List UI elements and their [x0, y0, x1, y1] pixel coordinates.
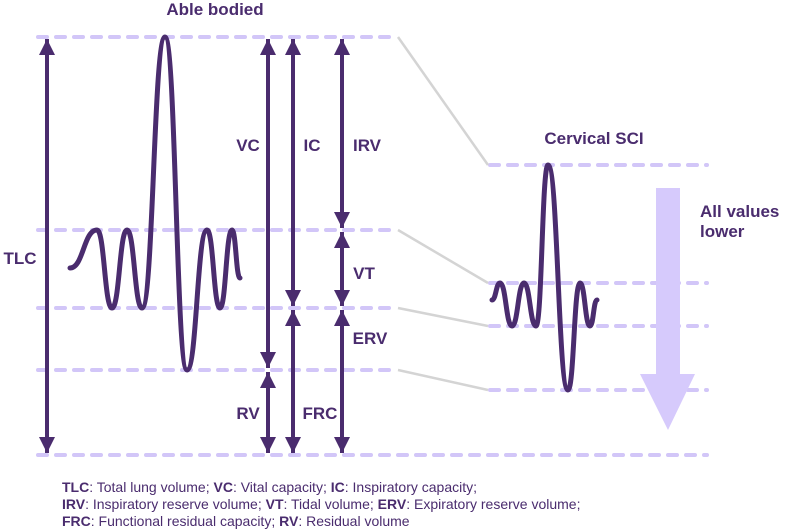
label-tlc: TLC — [3, 249, 36, 268]
legend-abbr: RV — [279, 513, 299, 529]
legend-definition: : Functional residual capacity; — [90, 513, 280, 529]
legend-definition: : Inspiratory reserve volume; — [85, 496, 266, 512]
label-vc: VC — [236, 136, 260, 155]
level-lines — [36, 35, 709, 457]
legend-abbr: VT — [265, 496, 284, 512]
label-rv: RV — [236, 404, 260, 423]
connector-line — [396, 36, 490, 166]
legend-line: FRC: Functional residual capacity; RV: R… — [62, 513, 581, 530]
legend-definition: : Tidal volume; — [283, 496, 378, 512]
legend-abbr: VC — [213, 479, 233, 495]
label-erv: ERV — [353, 329, 388, 348]
label-vt: VT — [353, 264, 375, 283]
connector-lines — [396, 36, 490, 392]
legend-definition: : Expiratory reserve volume; — [406, 496, 581, 512]
legend-definition: : Total lung volume; — [89, 479, 214, 495]
title-able-bodied: Able bodied — [166, 0, 263, 19]
legend-definition: : Vital capacity; — [232, 479, 331, 495]
legend-abbr: IC — [330, 479, 345, 495]
legend-abbr: FRC — [62, 513, 91, 529]
connector-line — [397, 306, 489, 328]
abbreviation-legend: TLC: Total lung volume; VC: Vital capaci… — [62, 479, 581, 530]
legend-line: TLC: Total lung volume; VC: Vital capaci… — [62, 479, 581, 496]
legend-definition: : Residual volume — [298, 513, 410, 529]
legend-line: IRV: Inspiratory reserve volume; VT: Tid… — [62, 496, 581, 513]
legend-definition: : Inspiratory capacity; — [344, 479, 478, 495]
connector-line — [397, 368, 489, 392]
able-bodied-waveform — [67, 34, 243, 373]
label-ic: IC — [304, 136, 321, 155]
cervical-sci-waveform — [489, 162, 600, 393]
legend-abbr: IRV — [62, 496, 86, 512]
down-arrow-icon — [640, 188, 695, 430]
all-values-text-2: lower — [700, 222, 745, 241]
all-values-text-1: All values — [700, 202, 779, 221]
legend-abbr: TLC — [62, 479, 90, 495]
connector-line — [397, 228, 489, 285]
legend-abbr: ERV — [377, 496, 407, 512]
label-irv: IRV — [353, 136, 382, 155]
label-frc: FRC — [303, 404, 338, 423]
volume-arrows — [39, 39, 350, 453]
title-cervical-sci: Cervical SCI — [544, 129, 643, 148]
